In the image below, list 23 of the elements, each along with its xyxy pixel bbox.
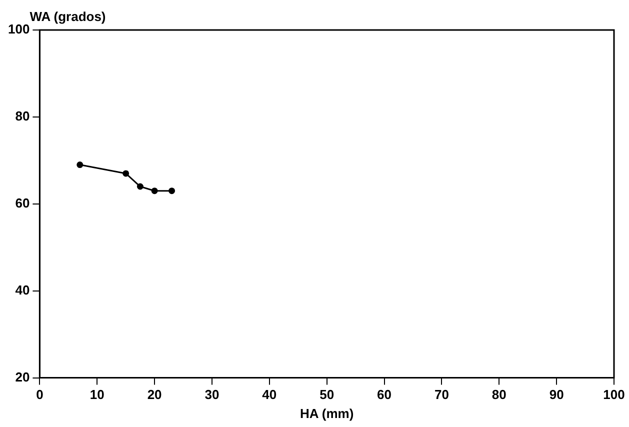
x-tick-label: 30 [204, 387, 220, 402]
point [136, 183, 144, 190]
y-tick-label: 40 [15, 282, 30, 298]
x-tick-label: 0 [36, 387, 44, 402]
point [151, 188, 158, 194]
point [76, 162, 84, 168]
x-tick-label: 40 [262, 387, 277, 402]
y-tick-label: 80 [15, 108, 30, 124]
y-tick-label: 100 [8, 22, 30, 37]
point [168, 188, 176, 194]
point [122, 170, 130, 177]
x-tick-label: 50 [320, 387, 334, 402]
x-tick-label: 80 [492, 387, 506, 402]
x-tick-label: 100 [603, 387, 625, 402]
y-axis-title: WA (grados) [30, 9, 106, 24]
x-tick-label: 70 [434, 387, 449, 402]
y-tick-label: 20 [15, 369, 30, 384]
x-tick-label: 60 [377, 387, 392, 402]
x-axis-title: HA (mm) [300, 406, 354, 421]
x-tick-label: 90 [549, 387, 564, 402]
y-tick-label: 60 [15, 195, 30, 210]
x-tick-label: 20 [147, 387, 162, 402]
x-tick-label: 10 [90, 387, 104, 402]
